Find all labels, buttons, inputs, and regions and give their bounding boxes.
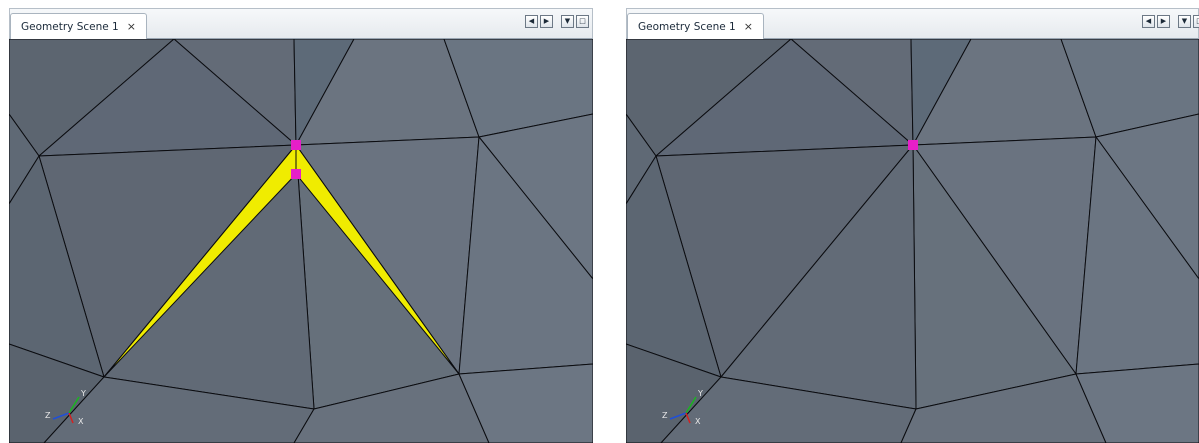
mesh-view bbox=[9, 39, 593, 443]
axis-y-label: Y bbox=[80, 389, 86, 398]
tab-title: Geometry Scene 1 bbox=[21, 20, 119, 33]
axis-z-label: Z bbox=[662, 411, 668, 420]
previous-arrow-icon[interactable]: ◀ bbox=[525, 15, 538, 28]
close-icon[interactable]: × bbox=[743, 20, 753, 33]
left-scene-panel: Geometry Scene 1 × ◀ ▶ ▼ □ bbox=[9, 8, 593, 443]
axis-x-label: X bbox=[695, 417, 701, 425]
axis-x-label: X bbox=[78, 417, 84, 425]
vertex-marker bbox=[291, 169, 301, 179]
next-arrow-icon[interactable]: ▶ bbox=[540, 15, 553, 28]
right-scene-panel: Geometry Scene 1 × ◀ ▶ ▼ □ bbox=[626, 8, 1199, 443]
scene-viewport[interactable]: Y Z X bbox=[9, 39, 593, 443]
tab-bar: Geometry Scene 1 × ◀ ▶ ▼ □ bbox=[9, 8, 593, 39]
vertex-marker bbox=[291, 140, 301, 150]
tab-bar: Geometry Scene 1 × ◀ ▶ ▼ □ bbox=[626, 8, 1199, 39]
close-icon[interactable]: × bbox=[126, 20, 136, 33]
axes-triad-icon: Y Z X bbox=[662, 389, 703, 425]
next-arrow-icon[interactable]: ▶ bbox=[1157, 15, 1170, 28]
highlight-face-right bbox=[295, 143, 460, 375]
vertex-marker bbox=[908, 140, 918, 150]
tab-geometry-scene[interactable]: Geometry Scene 1 × bbox=[627, 13, 764, 39]
axes-triad-icon: Y Z X bbox=[45, 389, 86, 425]
maximize-icon[interactable]: □ bbox=[576, 15, 589, 28]
mesh-view bbox=[626, 39, 1199, 443]
window-controls: ◀ ▶ ▼ □ bbox=[525, 15, 589, 28]
previous-arrow-icon[interactable]: ◀ bbox=[1142, 15, 1155, 28]
window-controls: ◀ ▶ ▼ □ bbox=[1142, 15, 1199, 28]
tab-geometry-scene[interactable]: Geometry Scene 1 × bbox=[10, 13, 147, 39]
axis-z-label: Z bbox=[45, 411, 51, 420]
tab-title: Geometry Scene 1 bbox=[638, 20, 736, 33]
dropdown-icon[interactable]: ▼ bbox=[1178, 15, 1191, 28]
axis-y-label: Y bbox=[697, 389, 703, 398]
dropdown-icon[interactable]: ▼ bbox=[561, 15, 574, 28]
scene-viewport[interactable]: Y Z X bbox=[626, 39, 1199, 443]
maximize-icon[interactable]: □ bbox=[1193, 15, 1199, 28]
